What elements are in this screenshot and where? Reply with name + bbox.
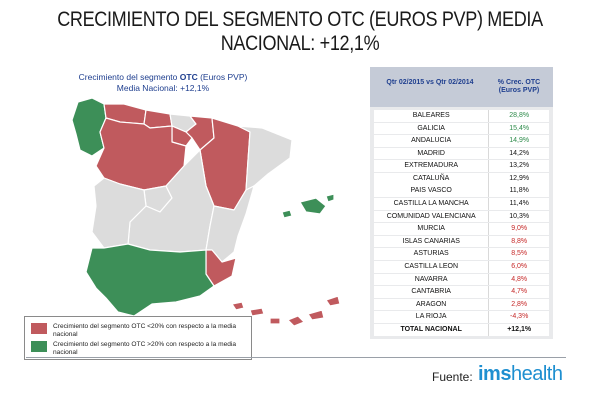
region-name: EXTREMADURA — [404, 162, 459, 170]
growth-value: 8,8% — [488, 235, 549, 248]
region-name: CATALUÑA — [413, 174, 450, 182]
total-value: +12,1% — [488, 323, 549, 336]
region-name: CASTILLA LEON — [404, 262, 459, 270]
table-row: CASTILLA LA MANCHA 11,4% — [374, 198, 549, 210]
ims-health-logo: imshealth — [478, 363, 563, 385]
region-name: ASTURIAS — [413, 250, 449, 258]
table-row: MURCIA 9,0% — [374, 223, 549, 235]
table-row: BALEARES 28,8% — [374, 110, 549, 122]
map-caption: Crecimiento del segmento OTC (Euros PVP)… — [68, 72, 258, 94]
table-row: CATALUÑA 12,9% — [374, 172, 549, 185]
table-row: NAVARRA 4,8% — [374, 273, 549, 286]
growth-table: Qtr 02/2015 vs Qtr 02/2014 % Crec. OTC (… — [370, 67, 553, 339]
table-row: COMUNIDAD VALENCIANA 10,3% — [374, 210, 549, 223]
region-galicia — [71, 97, 107, 157]
table-row: CASTILLA LEON 6,0% — [374, 260, 549, 273]
legend-text-above: Crecimiento del segmento OTC >20% con re… — [53, 341, 237, 356]
region-name: NAVARRA — [414, 275, 448, 283]
table-row: ARAGON 2,8% — [374, 298, 549, 311]
region-name: CANTABRIA — [411, 288, 451, 296]
growth-value: 13,2% — [488, 160, 549, 172]
footer-divider — [26, 357, 566, 358]
region-name: MADRID — [417, 149, 445, 157]
table-row: MADRID 14,2% — [374, 147, 549, 160]
growth-value: 6,0% — [488, 260, 549, 273]
legend-item-above: Crecimiento del segmento OTC >20% con re… — [31, 341, 239, 357]
region-name: LA RIOJA — [415, 313, 447, 321]
region-name: ISLAS CANARIAS — [402, 237, 460, 245]
map-caption-line2: Media Nacional: +12,1% — [116, 83, 210, 93]
header-value: % Crec. OTC (Euros PVP) — [497, 79, 541, 94]
growth-value: -4,3% — [488, 311, 549, 323]
region-name: MURCIA — [417, 225, 445, 233]
region-name: CASTILLA LA MANCHA — [393, 200, 469, 208]
growth-value: 28,8% — [488, 110, 549, 122]
total-label: TOTAL NACIONAL — [400, 325, 462, 333]
map-caption-line1: Crecimiento del segmento OTC (Euros PVP) — [78, 72, 248, 82]
growth-value: 11,4% — [488, 198, 549, 210]
growth-value: 12,9% — [488, 172, 549, 185]
region-valencia — [205, 185, 255, 263]
table-row: CANTABRIA 4,7% — [374, 286, 549, 298]
page-title: CRECIMIENTO DEL SEGMENTO OTC (EUROS PVP)… — [57, 8, 543, 55]
region-name: ANDALUCIA — [411, 137, 452, 145]
region-cantabria — [143, 109, 173, 129]
table-row: ANDALUCIA 14,9% — [374, 135, 549, 147]
region-canarias — [231, 295, 341, 327]
region-baleares — [299, 197, 327, 215]
table-row: PAIS VASCO 11,8% — [374, 185, 549, 198]
region-name: COMUNIDAD VALENCIANA — [386, 212, 476, 220]
legend-text-below: Crecimiento del segmento OTC <20% con re… — [53, 323, 237, 338]
table-row: ISLAS CANARIAS 8,8% — [374, 235, 549, 248]
legend-item-below: Crecimiento del segmento OTC <20% con re… — [31, 323, 239, 339]
growth-value: 10,3% — [488, 210, 549, 223]
growth-value: 8,5% — [488, 248, 549, 261]
region-name: BALEARES — [412, 112, 450, 119]
growth-value: 11,8% — [488, 185, 549, 198]
growth-value: 4,7% — [488, 286, 549, 298]
growth-value: 2,8% — [488, 298, 549, 311]
region-cataluna — [237, 125, 293, 191]
region-baleares-2 — [281, 209, 293, 219]
growth-value: 9,0% — [488, 223, 549, 235]
table-row: EXTREMADURA 13,2% — [374, 160, 549, 172]
table-row: LA RIOJA -4,3% — [374, 311, 549, 323]
map-legend: Crecimiento del segmento OTC <20% con re… — [24, 316, 252, 360]
region-baleares-3 — [325, 193, 335, 203]
legend-swatch-above — [31, 341, 47, 352]
table-row: GALICIA 15,4% — [374, 122, 549, 135]
region-name: PAIS VASCO — [410, 187, 452, 195]
header-region: Qtr 02/2015 vs Qtr 02/2014 — [386, 79, 474, 86]
legend-swatch-below — [31, 323, 47, 334]
table-header: Qtr 02/2015 vs Qtr 02/2014 % Crec. OTC (… — [370, 67, 553, 107]
growth-value: 4,8% — [488, 273, 549, 286]
source-label: Fuente: — [432, 370, 473, 384]
table-row-total: TOTAL NACIONAL +12,1% — [374, 323, 549, 336]
growth-value: 14,2% — [488, 147, 549, 160]
table-row: ASTURIAS 8,5% — [374, 248, 549, 261]
region-name: GALICIA — [417, 124, 445, 132]
region-andalucia — [85, 243, 215, 317]
table-body: BALEARES 28,8% GALICIA 15,4% ANDALUCIA 14,9% M… — [374, 110, 549, 336]
growth-value: 14,9% — [488, 135, 549, 147]
growth-value: 15,4% — [488, 122, 549, 135]
region-name: ARAGON — [416, 300, 447, 308]
